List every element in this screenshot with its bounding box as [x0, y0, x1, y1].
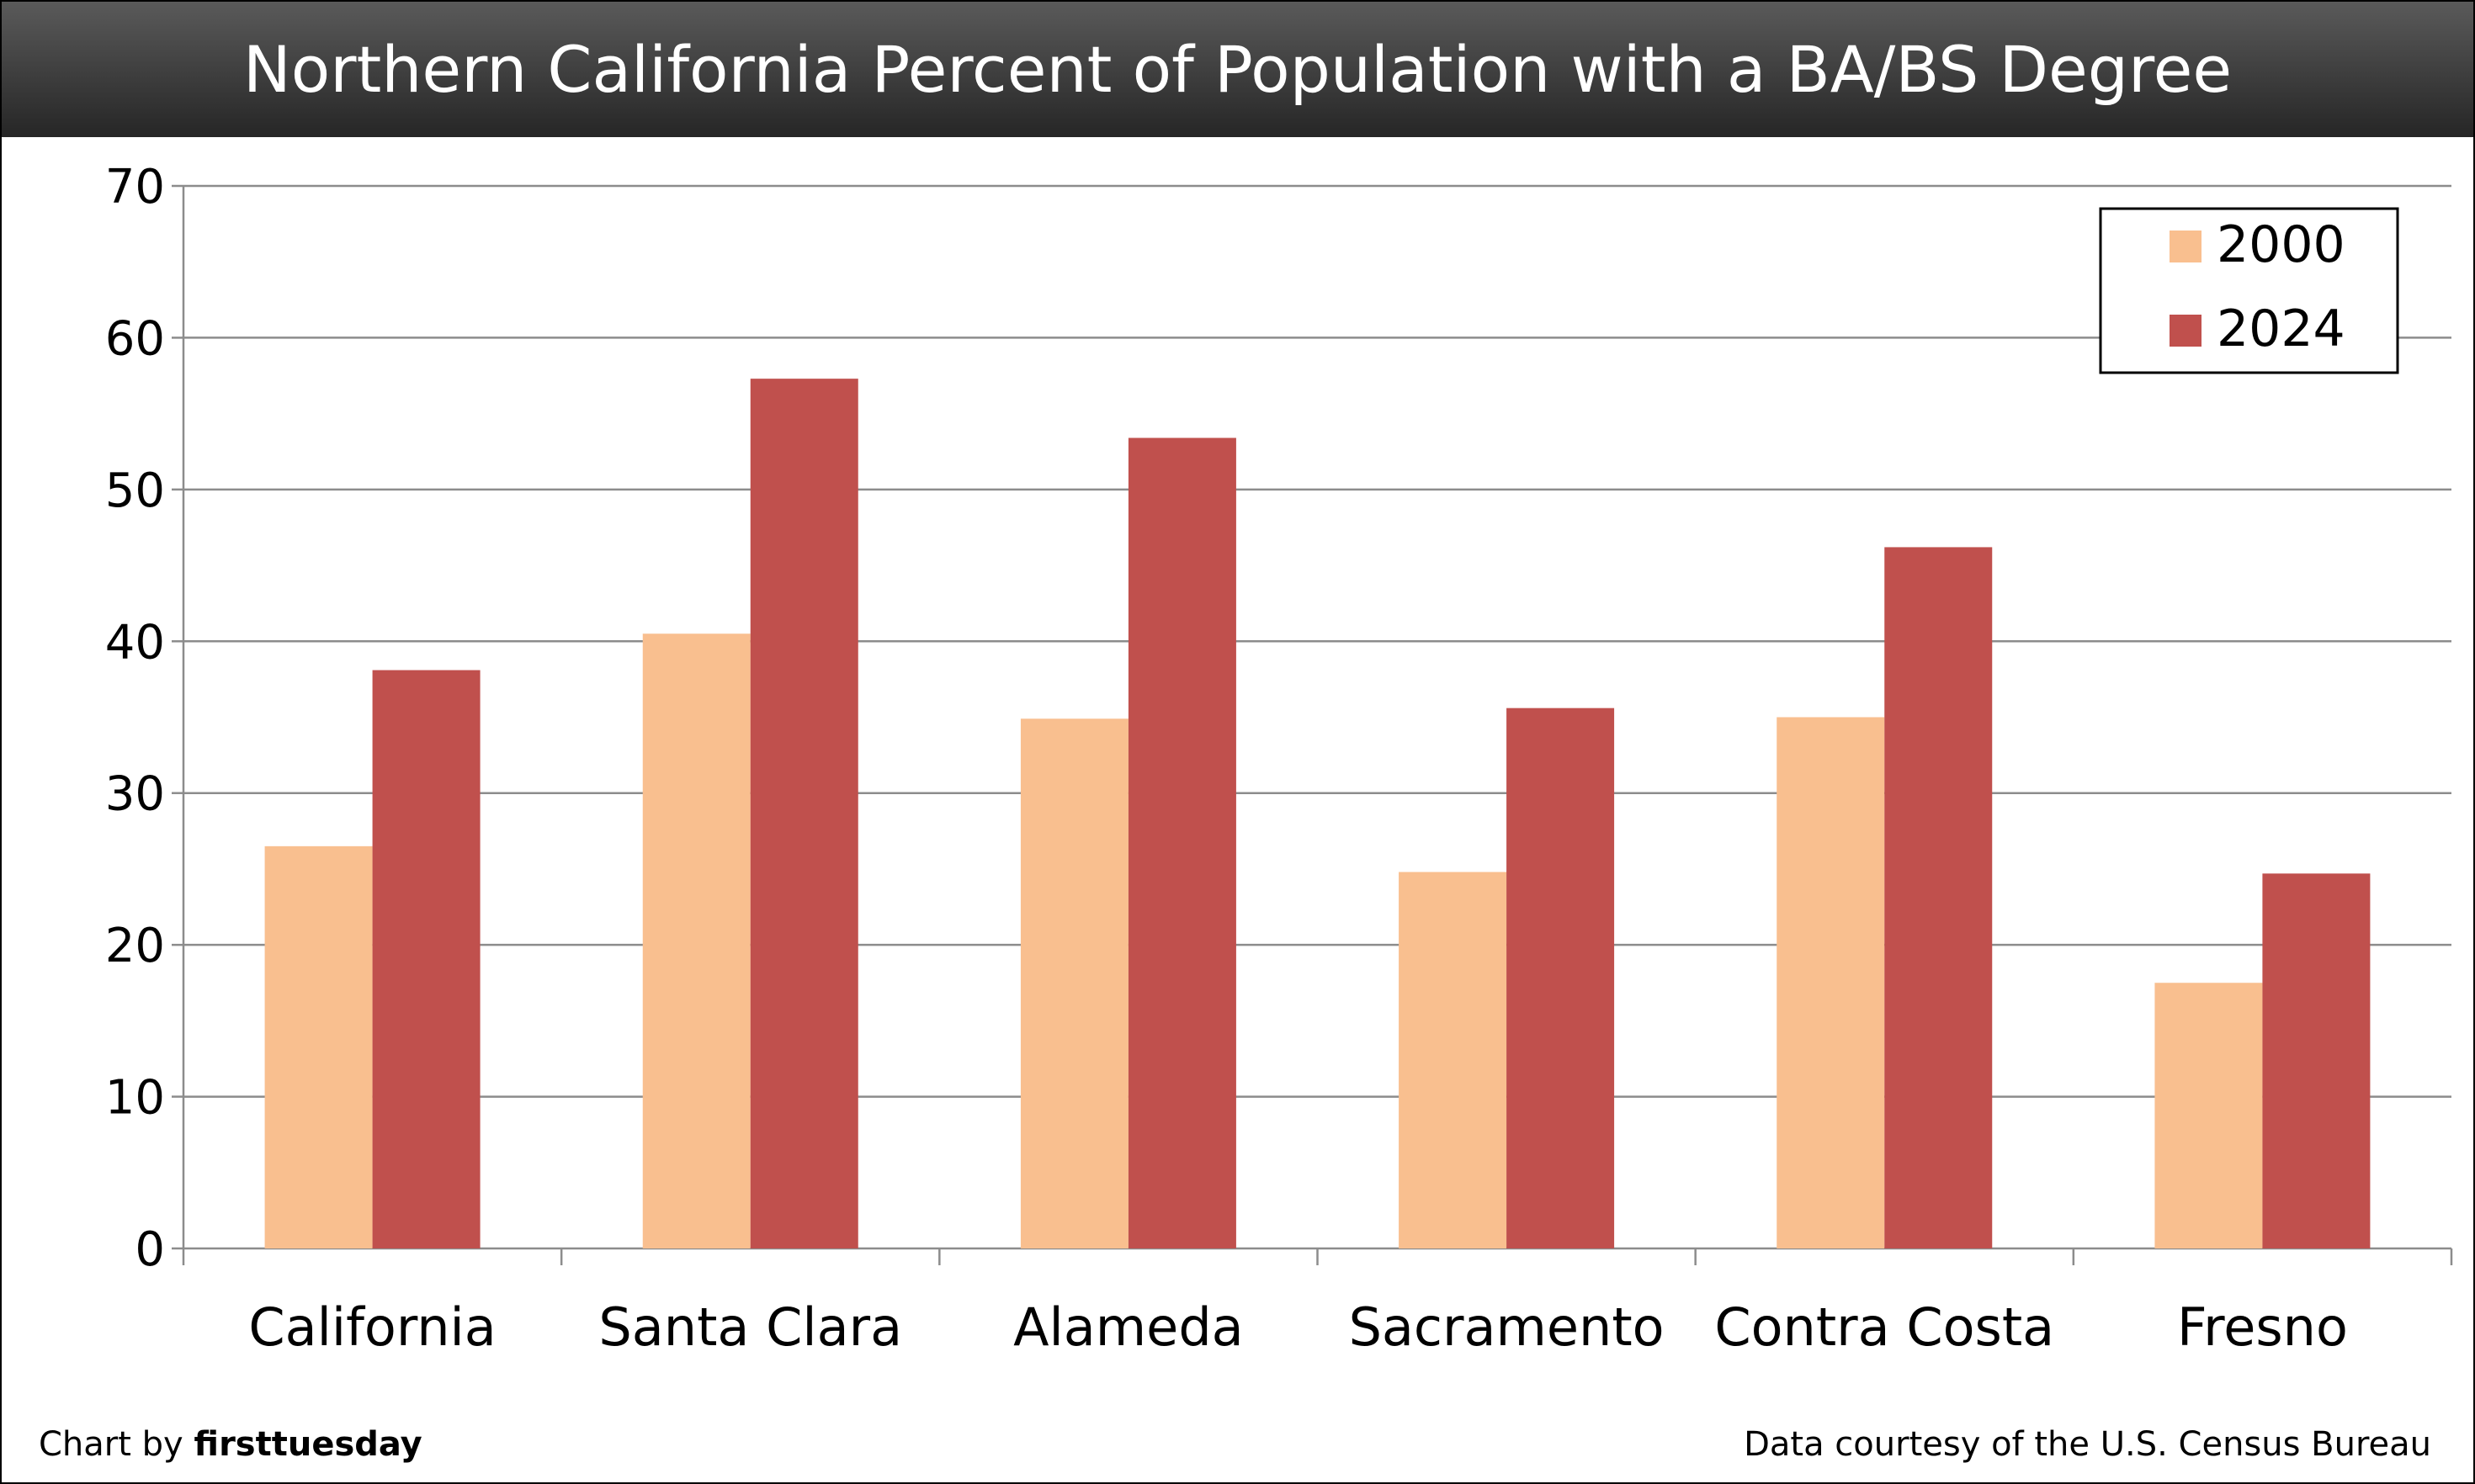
bar-2024-sacramento	[1506, 708, 1615, 1248]
y-tick-label: 70	[105, 160, 165, 215]
x-category-label: Contra Costa	[1714, 1296, 2054, 1358]
bar-2000-alameda	[1020, 718, 1129, 1248]
x-category-label: Santa Clara	[598, 1296, 902, 1358]
x-category-label: Sacramento	[1349, 1296, 1665, 1358]
bar-2024-contra-costa	[1884, 547, 1993, 1248]
data-source: Data courtesy of the U.S. Census Bureau	[1744, 1425, 2431, 1464]
bar-2024-santa-clara	[750, 379, 858, 1248]
chart-title: Northern California Percent of Populatio…	[2, 2, 2473, 137]
chart-credit: Chart by firsttuesday	[39, 1425, 422, 1464]
y-tick-label: 50	[105, 464, 165, 518]
y-tick-label: 30	[105, 767, 165, 822]
x-category-label: Alameda	[1013, 1296, 1244, 1358]
bar-2000-santa-clara	[642, 633, 751, 1248]
y-tick-label: 60	[105, 311, 165, 366]
bar-2000-contra-costa	[1777, 717, 1885, 1248]
legend-swatch-2024	[2170, 315, 2201, 347]
bar-2000-california	[264, 845, 373, 1248]
y-tick-label: 10	[105, 1071, 165, 1126]
bar-2024-california	[372, 670, 481, 1248]
bar-2024-alameda	[1128, 437, 1236, 1248]
x-category-label: California	[248, 1296, 496, 1358]
x-category-label: Fresno	[2177, 1296, 2348, 1358]
credit-prefix: Chart by	[39, 1425, 194, 1464]
bar-2024-fresno	[2262, 873, 2371, 1248]
bar-2000-sacramento	[1399, 872, 1507, 1248]
y-tick-label: 20	[105, 919, 165, 973]
legend-label-2000: 2000	[2217, 215, 2345, 274]
bar-2000-fresno	[2154, 983, 2263, 1248]
legend-box	[2099, 207, 2399, 374]
y-tick-label: 40	[105, 615, 165, 670]
legend-swatch-2000	[2170, 231, 2201, 262]
legend-label-2024: 2024	[2217, 299, 2345, 358]
credit-brand: firsttuesday	[194, 1425, 422, 1464]
y-tick-label: 0	[135, 1222, 165, 1277]
